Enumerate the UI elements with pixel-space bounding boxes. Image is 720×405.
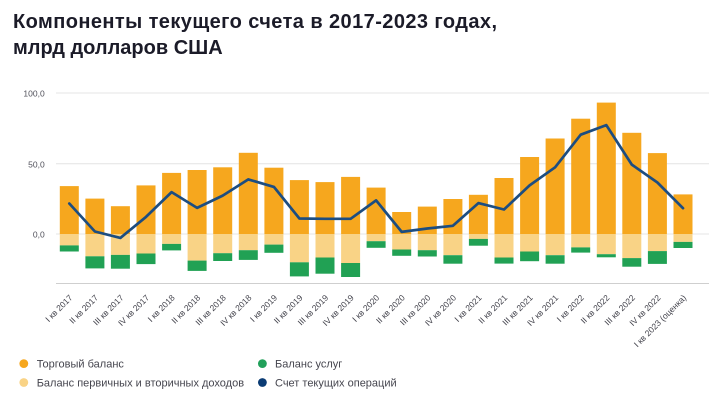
svg-text:Счет текущих операций: Счет текущих операций [275,377,397,389]
svg-text:Баланс первичных и вторичных д: Баланс первичных и вторичных доходов [37,377,245,389]
svg-text:Торговый баланс: Торговый баланс [37,358,125,370]
svg-text:0,0: 0,0 [33,230,45,240]
svg-text:50,0: 50,0 [28,160,45,170]
svg-text:Баланс услуг: Баланс услуг [275,358,342,370]
svg-text:100,0: 100,0 [23,89,45,99]
